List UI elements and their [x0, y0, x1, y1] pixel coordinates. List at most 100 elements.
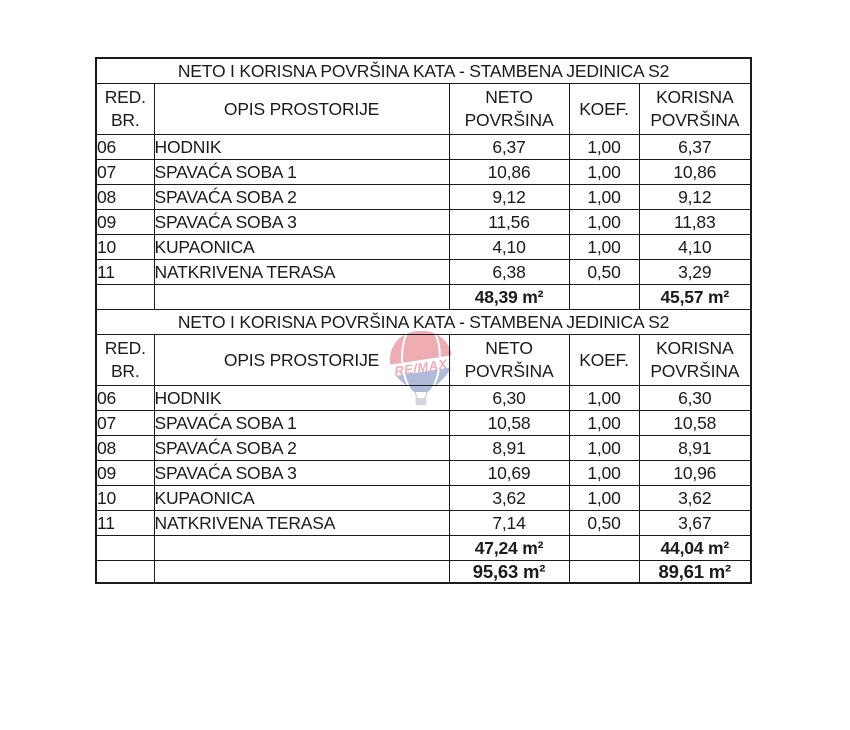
cell-korisna: 8,91: [638, 435, 752, 461]
col-header-neto: NETO POVRŠINA: [448, 334, 570, 386]
table-header-row: RED. BR. OPIS PROSTORIJE NETO POVRŠINA K…: [95, 83, 752, 135]
table-row: 11 NATKRIVENA TERASA 7,14 0,50 3,67: [95, 510, 752, 536]
table-row: 10 KUPAONICA 4,10 1,00 4,10: [95, 234, 752, 260]
cell-neto: 8,91: [448, 435, 570, 461]
cell-red-br: 06: [95, 385, 155, 411]
cell-opis: KUPAONICA: [153, 485, 450, 511]
cell-koef: 1,00: [568, 485, 640, 511]
cell-neto: 10,69: [448, 460, 570, 486]
cell-empty: [153, 560, 450, 584]
cell-opis: SPAVAĆA SOBA 3: [153, 460, 450, 486]
cell-empty: [568, 560, 640, 584]
col-header-opis: OPIS PROSTORIJE: [153, 334, 450, 386]
cell-red-br: 11: [95, 259, 155, 285]
cell-red-br: 09: [95, 209, 155, 235]
cell-empty: [95, 284, 155, 310]
cell-red-br: 06: [95, 134, 155, 160]
cell-neto: 11,56: [448, 209, 570, 235]
cell-red-br: 07: [95, 410, 155, 436]
col-header-koef: KOEF.: [568, 83, 640, 135]
cell-neto: 6,38: [448, 259, 570, 285]
cell-red-br: 07: [95, 159, 155, 185]
table-row: 07 SPAVAĆA SOBA 1 10,58 1,00 10,58: [95, 410, 752, 436]
cell-opis: SPAVAĆA SOBA 1: [153, 159, 450, 185]
cell-korisna: 6,37: [638, 134, 752, 160]
cell-korisna: 10,86: [638, 159, 752, 185]
col-header-opis: OPIS PROSTORIJE: [153, 83, 450, 135]
cell-koef: 1,00: [568, 184, 640, 210]
cell-koef: 1,00: [568, 209, 640, 235]
table-row: 07 SPAVAĆA SOBA 1 10,86 1,00 10,86: [95, 159, 752, 185]
col-header-red-br: RED. BR.: [95, 334, 155, 386]
cell-opis: KUPAONICA: [153, 234, 450, 260]
table-title: NETO I KORISNA POVRŠINA KATA - STAMBENA …: [95, 309, 752, 335]
cell-neto: 6,30: [448, 385, 570, 411]
cell-neto: 6,37: [448, 134, 570, 160]
subtotal-neto: 48,39 m²: [448, 284, 570, 310]
table-row: 11 NATKRIVENA TERASA 6,38 0,50 3,29: [95, 259, 752, 285]
table-row: 08 SPAVAĆA SOBA 2 8,91 1,00 8,91: [95, 435, 752, 461]
cell-empty: [153, 535, 450, 561]
table-row: 09 SPAVAĆA SOBA 3 11,56 1,00 11,83: [95, 209, 752, 235]
subtotal-row: 47,24 m² 44,04 m²: [95, 535, 752, 561]
table-row: 08 SPAVAĆA SOBA 2 9,12 1,00 9,12: [95, 184, 752, 210]
cell-korisna: 4,10: [638, 234, 752, 260]
cell-red-br: 09: [95, 460, 155, 486]
col-header-korisna: KORISNA POVRŠINA: [638, 83, 752, 135]
cell-neto: 10,58: [448, 410, 570, 436]
cell-korisna: 3,62: [638, 485, 752, 511]
cell-neto: 10,86: [448, 159, 570, 185]
cell-korisna: 10,58: [638, 410, 752, 436]
table-row: 10 KUPAONICA 3,62 1,00 3,62: [95, 485, 752, 511]
cell-korisna: 6,30: [638, 385, 752, 411]
cell-empty: [95, 535, 155, 561]
cell-koef: 1,00: [568, 159, 640, 185]
cell-neto: 7,14: [448, 510, 570, 536]
total-korisna: 89,61 m²: [638, 560, 752, 584]
cell-empty: [568, 535, 640, 561]
total-neto: 95,63 m²: [448, 560, 570, 584]
table-title: NETO I KORISNA POVRŠINA KATA - STAMBENA …: [95, 57, 752, 84]
cell-red-br: 10: [95, 485, 155, 511]
col-header-koef: KOEF.: [568, 334, 640, 386]
cell-red-br: 08: [95, 184, 155, 210]
subtotal-row: 48,39 m² 45,57 m²: [95, 284, 752, 310]
table-row: 06 HODNIK 6,37 1,00 6,37: [95, 134, 752, 160]
cell-neto: 9,12: [448, 184, 570, 210]
cell-koef: 0,50: [568, 510, 640, 536]
cell-koef: 1,00: [568, 134, 640, 160]
cell-empty: [95, 560, 155, 584]
cell-red-br: 10: [95, 234, 155, 260]
cell-korisna: 3,67: [638, 510, 752, 536]
cell-koef: 1,00: [568, 435, 640, 461]
cell-red-br: 08: [95, 435, 155, 461]
table-row: 09 SPAVAĆA SOBA 3 10,69 1,00 10,96: [95, 460, 752, 486]
cell-korisna: 3,29: [638, 259, 752, 285]
cell-neto: 3,62: [448, 485, 570, 511]
cell-koef: 0,50: [568, 259, 640, 285]
cell-koef: 1,00: [568, 385, 640, 411]
cell-opis: NATKRIVENA TERASA: [153, 259, 450, 285]
cell-empty: [568, 284, 640, 310]
cell-opis: HODNIK: [153, 385, 450, 411]
table-title-row: NETO I KORISNA POVRŠINA KATA - STAMBENA …: [95, 57, 752, 84]
table-title-row: NETO I KORISNA POVRŠINA KATA - STAMBENA …: [95, 309, 752, 335]
cell-opis: SPAVAĆA SOBA 2: [153, 435, 450, 461]
cell-opis: SPAVAĆA SOBA 1: [153, 410, 450, 436]
cell-koef: 1,00: [568, 234, 640, 260]
table-row: 06 HODNIK 6,30 1,00 6,30: [95, 385, 752, 411]
cell-empty: [153, 284, 450, 310]
cell-opis: HODNIK: [153, 134, 450, 160]
cell-neto: 4,10: [448, 234, 570, 260]
subtotal-neto: 47,24 m²: [448, 535, 570, 561]
cell-korisna: 10,96: [638, 460, 752, 486]
cell-korisna: 11,83: [638, 209, 752, 235]
table-header-row: RED. BR. OPIS PROSTORIJE NETO POVRŠINA K…: [95, 334, 752, 386]
cell-red-br: 11: [95, 510, 155, 536]
cell-opis: SPAVAĆA SOBA 2: [153, 184, 450, 210]
subtotal-korisna: 44,04 m²: [638, 535, 752, 561]
col-header-red-br: RED. BR.: [95, 83, 155, 135]
grand-total-row: 95,63 m² 89,61 m²: [95, 560, 752, 584]
cell-korisna: 9,12: [638, 184, 752, 210]
